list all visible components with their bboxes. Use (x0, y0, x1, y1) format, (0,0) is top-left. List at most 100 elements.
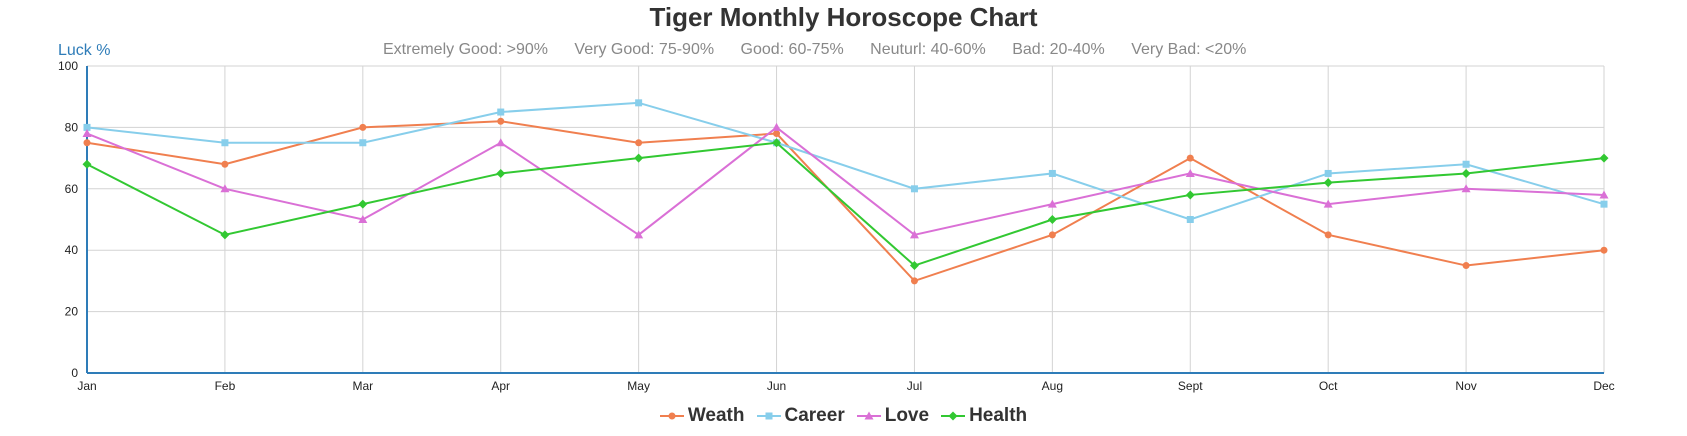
data-point-health (909, 261, 919, 271)
data-point-weath (1048, 231, 1056, 239)
data-point-career (1048, 169, 1056, 177)
data-point-love (496, 138, 506, 147)
legend-symbol-love (856, 411, 881, 420)
x-tick-label: Apr (491, 379, 510, 393)
data-point-weath (773, 130, 781, 138)
x-tick-label: Dec (1593, 379, 1614, 393)
data-point-weath (83, 139, 91, 147)
data-point-weath (497, 117, 505, 125)
data-point-weath (221, 160, 229, 168)
x-tick-label: Aug (1042, 379, 1063, 393)
legend-marker (864, 411, 874, 420)
data-point-health (1461, 168, 1471, 178)
series-line-weath (86, 120, 1605, 283)
range-bad: Bad: 20-40% (1012, 41, 1105, 58)
data-series (82, 99, 1609, 285)
series-love (82, 122, 1609, 239)
series-line-love (86, 126, 1605, 237)
legend-marker (765, 412, 772, 420)
y-tick-label: 40 (65, 243, 79, 257)
data-point-career (1186, 216, 1194, 223)
data-point-weath (1324, 231, 1332, 239)
data-point-health (634, 153, 644, 163)
series-health (82, 138, 1609, 271)
data-point-health (1185, 190, 1195, 200)
data-point-career (1600, 200, 1608, 208)
series-line-career (86, 101, 1605, 221)
data-point-health (358, 199, 368, 209)
grid-lines (86, 65, 1605, 374)
range-very-good: Very Good: 75-90% (574, 41, 715, 58)
data-point-career (1324, 169, 1332, 177)
data-point-love (1461, 184, 1471, 193)
data-point-health (496, 168, 506, 178)
data-point-weath (635, 139, 643, 147)
legend-label-health: Health (969, 405, 1028, 426)
data-point-career (1462, 160, 1470, 168)
x-tick-labels: Jan Feb Mar Apr May Jun Jul Aug Sept Oct Nov Dec (77, 379, 1614, 393)
y-tick-label: 60 (65, 182, 79, 196)
x-tick-label: May (627, 379, 650, 393)
data-point-love (772, 122, 782, 131)
y-tick-labels: 0 20 40 60 80 100 (58, 59, 78, 380)
data-point-career (497, 108, 505, 116)
x-tick-label: Sept (1178, 379, 1203, 393)
data-point-love (220, 184, 230, 193)
data-point-weath (910, 277, 918, 285)
x-tick-label: Jul (907, 379, 922, 393)
x-tick-label: Oct (1319, 379, 1338, 393)
legend-label-weath: Weath (687, 405, 745, 426)
data-point-career (359, 139, 367, 147)
legend-label-career: Career (784, 405, 845, 426)
legend-item-health[interactable]: Health (941, 405, 1027, 427)
series-career (83, 99, 1608, 223)
series-weath (83, 117, 1608, 285)
legend-marker (948, 411, 958, 421)
legend-item-love[interactable]: Love (856, 405, 930, 427)
range-very-bad: Very Bad: <20% (1131, 41, 1247, 58)
data-point-health (1047, 215, 1057, 224)
data-point-love (358, 215, 368, 223)
legend-item-weath[interactable]: Weath (659, 405, 745, 427)
x-tick-label: Jun (767, 379, 786, 393)
range-neutral: Neuturl: 40-60% (870, 41, 986, 58)
data-point-health (82, 159, 92, 169)
legend-marker (668, 412, 676, 420)
data-point-love (909, 230, 919, 239)
data-point-love (1323, 199, 1333, 208)
data-point-health (1599, 153, 1609, 163)
legend-symbol-health (941, 411, 966, 421)
data-point-love (634, 230, 644, 239)
data-point-career (635, 99, 643, 107)
data-point-love (1599, 190, 1609, 199)
data-point-love (82, 129, 92, 138)
data-point-career (910, 185, 918, 193)
line-chart: 0 20 40 60 80 100 Jan Feb Mar Apr May Jun Jul Aug Sep… (58, 59, 1615, 393)
data-point-health (1323, 178, 1333, 188)
data-point-weath (1600, 246, 1608, 254)
y-tick-label: 20 (65, 305, 79, 319)
data-point-love (1047, 199, 1057, 208)
data-point-weath (1462, 262, 1470, 270)
data-point-health (772, 138, 782, 148)
range-extremely-good: Extremely Good: >90% (383, 41, 548, 58)
range-good: Good: 60-75% (740, 41, 844, 58)
axes (86, 66, 1604, 374)
y-tick-label: 0 (71, 366, 78, 380)
data-point-weath (359, 123, 367, 131)
x-tick-label: Mar (352, 379, 373, 393)
series-legend: Weath Career Love Health (0, 405, 1687, 427)
data-point-career (221, 139, 229, 147)
legend-symbol-career (756, 412, 781, 420)
y-tick-label: 80 (65, 120, 79, 134)
x-tick-label: Nov (1455, 379, 1476, 393)
x-tick-label: Jan (77, 379, 96, 393)
series-line-health (86, 141, 1605, 267)
data-point-weath (1186, 154, 1194, 162)
legend-label-love: Love (884, 405, 930, 426)
data-point-love (1185, 168, 1195, 177)
legend-symbol-weath (659, 412, 684, 420)
legend-item-career[interactable]: Career (756, 405, 845, 427)
data-point-career (83, 123, 91, 131)
data-point-health (220, 230, 230, 240)
